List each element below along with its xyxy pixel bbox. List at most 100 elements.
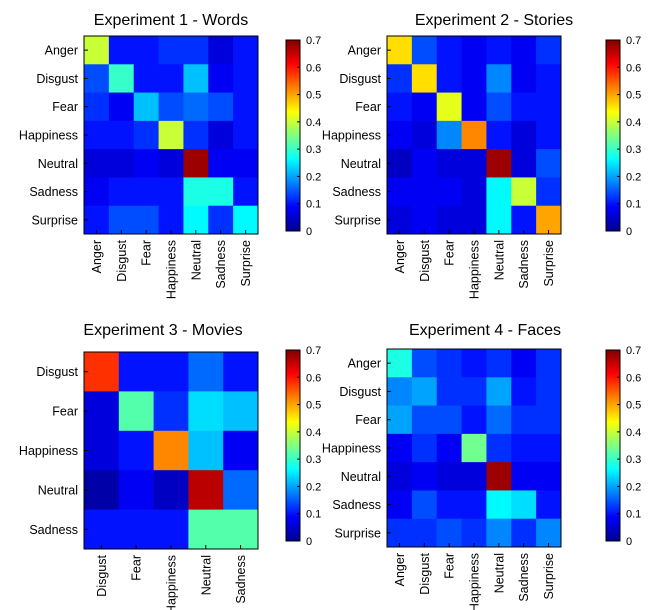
heatmap-cell	[208, 92, 234, 122]
heatmap-cell	[158, 36, 184, 65]
x-tick-label: Fear	[140, 240, 154, 266]
heatmap-cell	[536, 433, 562, 463]
heatmap-cell	[158, 92, 184, 122]
heatmap-cell	[486, 92, 512, 122]
heatmap-cell	[223, 352, 259, 392]
colorbar-tick-label: 0.5	[626, 90, 641, 102]
heatmap-cell	[411, 490, 438, 520]
heatmap-cell	[411, 92, 438, 122]
heatmap-cell	[436, 92, 462, 122]
heatmap-cell	[108, 36, 135, 65]
heatmap-cell	[536, 377, 562, 406]
heatmap-cell	[461, 36, 487, 65]
y-tick-label: Sadness	[29, 185, 78, 199]
heatmap-cell	[511, 518, 537, 548]
heatmap-cell	[436, 120, 462, 150]
heatmap-cell	[486, 177, 512, 207]
x-tick-label: Happiness	[468, 240, 482, 299]
heatmap-cell	[461, 64, 487, 93]
heatmap-cell	[411, 405, 438, 435]
heatmap-cell	[188, 430, 224, 471]
colorbar-tick-label: 0.4	[306, 117, 321, 129]
colorbar-tick-label: 0.4	[626, 427, 641, 439]
heatmap-cell	[511, 490, 537, 520]
heatmap-cell	[536, 405, 562, 435]
heatmap-cell	[411, 205, 438, 235]
colorbar-tick-label: 0.1	[306, 199, 321, 211]
y-tick-label: Happiness	[322, 129, 381, 143]
heatmap-cell	[461, 377, 487, 406]
heatmap-cell	[387, 36, 413, 65]
heatmap-cell	[387, 205, 413, 235]
heatmap-cell	[511, 149, 537, 178]
x-tick-label: Fear	[443, 553, 457, 579]
heatmap-cell	[436, 349, 462, 378]
heatmap-cell	[436, 36, 462, 65]
colorbar-tick-label: 0.4	[306, 427, 321, 439]
heatmap-cell	[486, 149, 512, 178]
heatmap-cell	[461, 462, 487, 491]
y-tick-label: Happiness	[322, 442, 381, 456]
heatmap-cell	[461, 518, 487, 548]
colorbar-tick-label: 0.6	[306, 62, 321, 74]
colorbar-tick-label: 0.6	[626, 62, 641, 74]
heatmap-cell	[486, 349, 512, 378]
colorbar-tick-label: 0.3	[306, 454, 321, 466]
heatmap-cell	[133, 64, 159, 93]
colorbar-tick-label: 0.7	[626, 35, 641, 47]
heatmap-cell	[153, 470, 189, 510]
y-tick-label: Neutral	[341, 157, 381, 171]
colorbar-tick-label: 0.1	[306, 509, 321, 521]
heatmap-cell	[153, 391, 189, 432]
heatmap-cell	[436, 462, 462, 491]
heatmap-cell	[223, 509, 259, 550]
heatmap-cell	[223, 470, 259, 510]
heatmap-cell	[183, 36, 209, 65]
heatmap-cell	[436, 490, 462, 520]
y-tick-label: Sadness	[29, 523, 78, 537]
y-tick-label: Fear	[52, 100, 78, 114]
heatmap-cell	[461, 205, 487, 235]
colorbar-tick-label: 0.5	[306, 400, 321, 412]
heatmap-cell	[536, 36, 562, 65]
heatmap-cell	[411, 64, 438, 93]
y-tick-label: Disgust	[36, 365, 78, 379]
colorbar-tick-label: 0	[306, 536, 312, 548]
heatmap-cell	[411, 149, 438, 178]
heatmap-cell	[387, 462, 413, 491]
y-tick-label: Disgust	[339, 385, 381, 399]
colorbar-tick-label: 0.5	[626, 400, 641, 412]
heatmap-cell	[153, 352, 189, 392]
heatmap-cell	[118, 430, 154, 471]
heatmap-cell	[183, 92, 209, 122]
heatmap-cell	[536, 149, 562, 178]
heatmap-cell	[84, 149, 110, 178]
heatmap-cell	[511, 405, 537, 435]
x-tick-label: Happiness	[468, 553, 482, 610]
heatmap-cell	[223, 391, 259, 432]
heatmap-cell	[511, 433, 537, 463]
colorbar-tick-label: 0.3	[306, 144, 321, 156]
y-tick-label: Happiness	[19, 444, 78, 458]
heatmap-cell	[84, 177, 110, 207]
heatmap-cell	[511, 177, 537, 207]
heatmap-cell	[84, 205, 110, 235]
heatmap-cell	[511, 120, 537, 150]
heatmap-cell	[486, 64, 512, 93]
x-tick-label: Disgust	[95, 554, 109, 596]
heatmap-cell	[188, 470, 224, 510]
heatmap-cell	[84, 430, 120, 471]
heatmap-cell	[461, 433, 487, 463]
heatmap-cell	[436, 177, 462, 207]
heatmap-cell	[486, 120, 512, 150]
y-tick-label: Neutral	[341, 470, 381, 484]
heatmap-cell	[153, 430, 189, 471]
heatmap-cell	[233, 205, 259, 235]
colorbar	[285, 349, 301, 542]
colorbar-tick-label: 0.7	[306, 345, 321, 357]
heatmap-cell	[84, 120, 110, 150]
chart-title: Experiment 2 - Stories	[415, 12, 573, 29]
colorbar	[605, 39, 621, 232]
y-tick-label: Fear	[355, 100, 381, 114]
heatmap-cell	[411, 433, 438, 463]
